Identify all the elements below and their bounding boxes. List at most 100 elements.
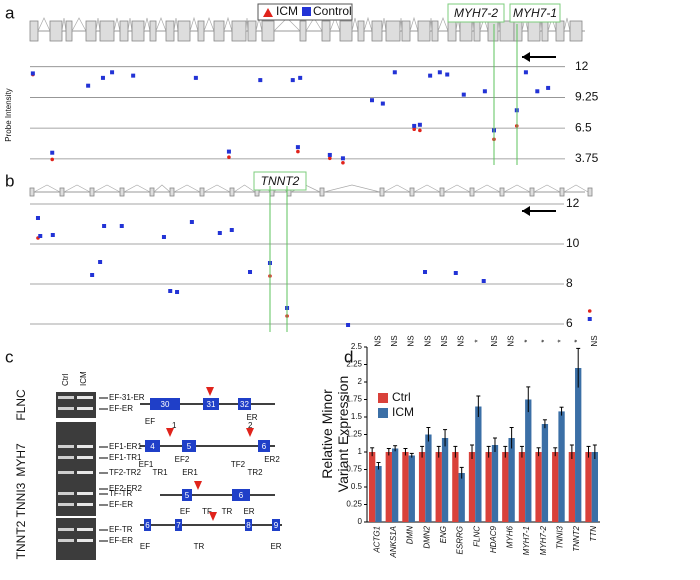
exon bbox=[555, 20, 565, 42]
intron bbox=[61, 17, 67, 32]
exon-box bbox=[150, 398, 180, 410]
control-point bbox=[189, 220, 194, 224]
control-point bbox=[327, 152, 332, 157]
label: 7 bbox=[176, 521, 181, 530]
control-point bbox=[546, 85, 551, 90]
label: b bbox=[5, 171, 14, 190]
bar bbox=[508, 438, 515, 522]
bar bbox=[591, 452, 599, 522]
label: FLNC bbox=[14, 389, 28, 421]
label: TNNT2 bbox=[261, 174, 300, 188]
gel-band bbox=[77, 492, 93, 495]
intron bbox=[533, 184, 561, 193]
label: ENG bbox=[439, 526, 448, 543]
intron bbox=[323, 184, 381, 193]
control-point bbox=[417, 122, 422, 127]
label: * bbox=[573, 339, 582, 342]
intron bbox=[173, 184, 201, 193]
tick-bg bbox=[564, 237, 596, 251]
intron bbox=[437, 17, 449, 32]
bar bbox=[475, 406, 482, 522]
label: EF-31-ER bbox=[109, 393, 145, 402]
label: EF1-ER1 bbox=[109, 442, 142, 451]
exon bbox=[447, 20, 457, 42]
control-point bbox=[258, 78, 263, 83]
icm-point bbox=[587, 309, 592, 313]
tick-bg bbox=[564, 197, 596, 211]
variant-marker bbox=[209, 512, 217, 521]
label: NS bbox=[407, 335, 416, 346]
label: 6.5 bbox=[575, 120, 592, 134]
label: 30 bbox=[161, 400, 170, 409]
label: 2.25 bbox=[346, 360, 362, 369]
intron bbox=[413, 184, 441, 193]
variant-marker bbox=[194, 481, 202, 490]
intron bbox=[381, 17, 387, 32]
control-point bbox=[523, 70, 528, 75]
exon bbox=[473, 20, 481, 42]
intron bbox=[153, 184, 171, 193]
intron bbox=[233, 184, 256, 193]
control-point bbox=[445, 72, 450, 77]
label: 2 bbox=[358, 377, 363, 386]
gel-band bbox=[77, 471, 93, 474]
intron bbox=[203, 184, 231, 193]
label: HDAC9 bbox=[489, 525, 498, 553]
label: * bbox=[473, 339, 482, 342]
intron bbox=[33, 184, 61, 193]
exon bbox=[527, 20, 541, 42]
intron bbox=[189, 16, 199, 32]
bar bbox=[418, 452, 426, 522]
control-point bbox=[453, 271, 458, 275]
control-point bbox=[370, 98, 374, 103]
label: 12 bbox=[566, 196, 580, 210]
exon-box bbox=[258, 440, 270, 452]
control-point bbox=[535, 89, 540, 94]
exon-box bbox=[245, 519, 252, 531]
label: TR bbox=[194, 542, 205, 551]
label: TR bbox=[222, 507, 233, 516]
arrow-head bbox=[522, 206, 530, 216]
label: 10 bbox=[566, 236, 580, 250]
label: 9 bbox=[274, 521, 279, 530]
label: DMN bbox=[406, 526, 415, 544]
bar bbox=[468, 452, 476, 522]
gel-band bbox=[58, 471, 74, 474]
label: TNNI3 bbox=[556, 525, 565, 549]
tick-bg bbox=[564, 277, 596, 291]
control-point bbox=[131, 73, 136, 78]
control-point bbox=[35, 216, 40, 220]
exon bbox=[231, 20, 247, 42]
label: TTN bbox=[589, 526, 598, 542]
intron bbox=[143, 17, 151, 32]
label: * bbox=[557, 339, 566, 342]
label: 3.75 bbox=[575, 151, 599, 165]
label: ACTG1 bbox=[372, 526, 381, 554]
label: NS bbox=[440, 335, 449, 346]
control-point bbox=[168, 289, 173, 293]
intron bbox=[223, 16, 233, 32]
control-point bbox=[587, 317, 592, 321]
label: NS bbox=[423, 335, 432, 346]
label: ANKS1A bbox=[389, 526, 398, 559]
intron bbox=[155, 17, 167, 32]
label: 32 bbox=[240, 400, 249, 409]
label: 5 bbox=[185, 491, 190, 500]
exon bbox=[417, 20, 431, 42]
gel bbox=[56, 484, 96, 516]
exon bbox=[559, 187, 565, 197]
gel-band bbox=[58, 445, 74, 448]
exon bbox=[149, 20, 157, 42]
control-point bbox=[412, 123, 417, 128]
label: TF bbox=[202, 507, 212, 516]
exon bbox=[99, 20, 115, 42]
exon-box bbox=[203, 398, 219, 410]
control-point bbox=[110, 70, 115, 75]
exon-box bbox=[238, 398, 251, 410]
icm-point bbox=[412, 127, 416, 132]
label: ER bbox=[270, 542, 281, 551]
exon bbox=[409, 187, 415, 197]
bar bbox=[375, 466, 382, 522]
exon bbox=[165, 20, 175, 42]
intron bbox=[93, 184, 121, 193]
